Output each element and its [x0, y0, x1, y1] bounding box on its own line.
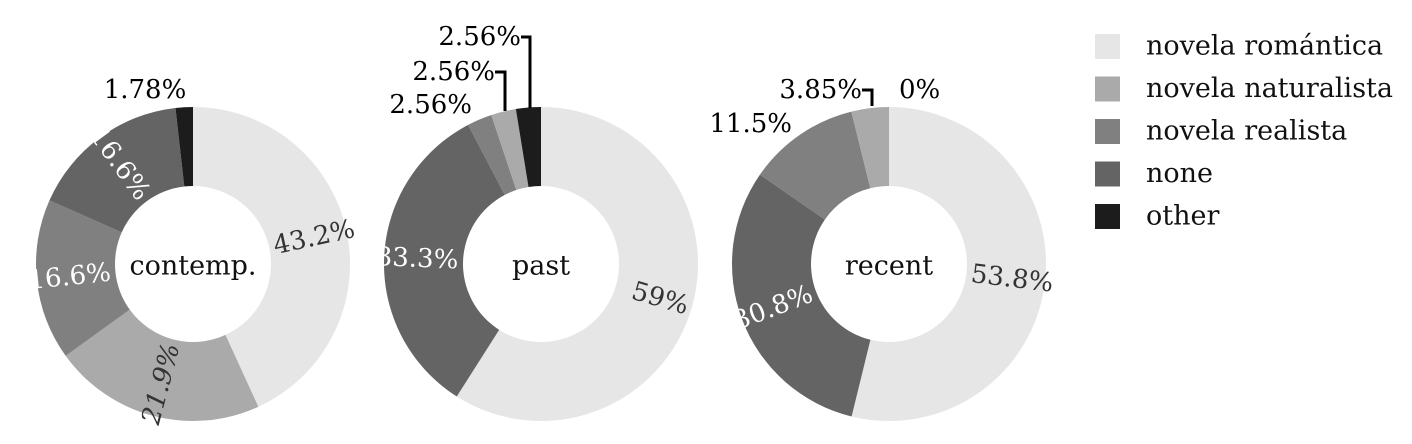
- slice-recent-novela-realista: [759, 111, 871, 220]
- legend-swatch-novela-realista: [1095, 119, 1120, 144]
- leader-line-past-novela-naturalista: [495, 70, 507, 111]
- slice-recent-novela-naturalista: [851, 107, 889, 189]
- legend-label-novela-realista: novela realista: [1146, 116, 1347, 147]
- legend-swatch-novela-romantica: [1095, 34, 1120, 59]
- legend-swatch-none: [1095, 161, 1120, 187]
- legend-label-other: other: [1146, 201, 1219, 232]
- center-label-past: past: [512, 251, 570, 282]
- slice-label-recent-novela-realista: 11.5%: [709, 109, 792, 139]
- slice-past-none: [383, 124, 505, 397]
- slice-past-other: [515, 107, 541, 188]
- slice-label-contemp-other: 1.78%: [104, 75, 187, 105]
- slice-contemp-other: [175, 107, 193, 187]
- slice-contemp-novela-naturalista: [65, 309, 259, 421]
- legend-swatch-novela-naturalista: [1095, 76, 1120, 102]
- slice-recent-novela-romantica: [851, 107, 1046, 421]
- slice-label-past-novela-realista: 2.56%: [389, 90, 472, 120]
- slice-label-past-none: 33.3%: [375, 242, 459, 275]
- legend-label-novela-naturalista: novela naturalista: [1146, 73, 1393, 104]
- slice-past-novela-naturalista: [491, 109, 529, 191]
- slice-contemp-novela-realista: [35, 200, 130, 356]
- donut-contemp: 43.2%21.9%16.6%16.6%1.78%contemp.: [27, 75, 358, 429]
- slice-contemp-novela-romantica: [193, 107, 350, 407]
- slice-recent-none: [732, 174, 871, 417]
- center-label-contemp: contemp.: [129, 251, 256, 282]
- slice-label-past-other: 2.56%: [438, 22, 521, 52]
- leader-line-past-other: [521, 35, 532, 108]
- leader-line-recent-novela-naturalista: [862, 88, 874, 106]
- slice-label-past-novela-naturalista: 2.56%: [412, 57, 495, 87]
- slice-contemp-none: [49, 107, 185, 233]
- center-label-recent: recent: [845, 251, 933, 282]
- slice-label-recent-other: 0%: [899, 75, 940, 105]
- donut-past: 59%33.3%2.56%2.56%2.56%past: [375, 22, 699, 422]
- slice-past-novela-romantica: [456, 107, 699, 422]
- legend-label-novela-romantica: novela romántica: [1146, 31, 1383, 62]
- donut-recent: 53.8%30.8%11.5%3.85% 0%recent: [709, 75, 1055, 421]
- legend-swatch-other: [1095, 204, 1120, 229]
- legend: novela romántica novela naturalista novela…: [1095, 31, 1393, 232]
- slice-past-novela-realista: [468, 115, 517, 195]
- slice-label-recent-novela-naturalista: 3.85%: [779, 75, 862, 105]
- legend-label-none: none: [1146, 158, 1213, 189]
